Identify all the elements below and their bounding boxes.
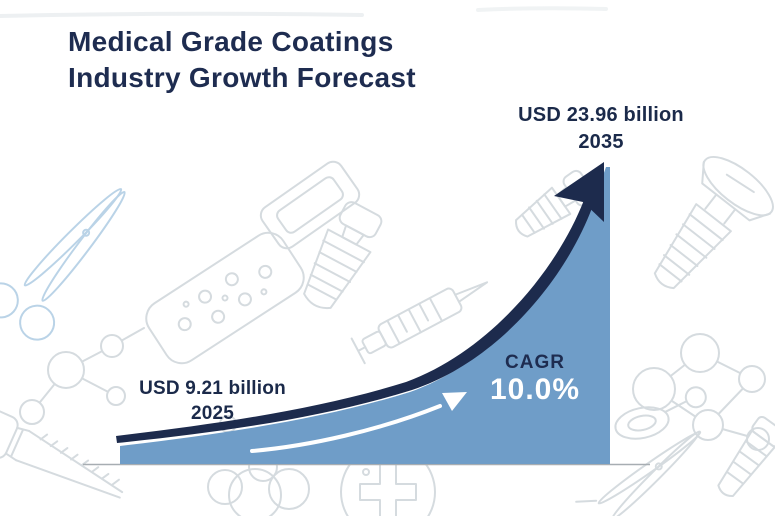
plate-tag-icon [259,160,361,250]
streak-icon [0,11,364,18]
page-title: Medical Grade Coatings Industry Growth F… [68,24,508,96]
start-value: USD 9.21 billion [139,378,286,399]
molecule-small-icon [19,327,145,425]
cagr-value: 10.0% [489,373,581,407]
cagr-arrowhead-icon [442,392,467,411]
cagr-arrow-icon [250,404,442,453]
cagr-badge: CAGR 10.0% [455,352,615,407]
title-line-2: Industry Growth Forecast [68,62,416,93]
start-year: 2025 [190,403,235,424]
screw-bottom-icon [0,408,124,499]
growth-area [120,167,610,464]
trend-arrowhead-icon [554,162,604,222]
dental-implant-icon [303,201,383,310]
forceps-icon [0,187,126,341]
bone-screw-icon [653,156,774,290]
title-line-1: Medical Grade Coatings [68,26,394,57]
cagr-title: CAGR [505,352,565,373]
end-year: 2035 [578,131,624,153]
end-value-label: USD 23.96 billion 2035 [470,102,732,156]
bone-plate-icon [145,231,305,365]
end-value: USD 23.96 billion [518,104,684,126]
screw-corner-icon [717,415,775,498]
syringe-icon [350,281,489,365]
grommet-icon [614,386,707,440]
start-value-label: USD 9.21 billion 2025 [105,376,320,426]
streak-icon [476,6,608,12]
